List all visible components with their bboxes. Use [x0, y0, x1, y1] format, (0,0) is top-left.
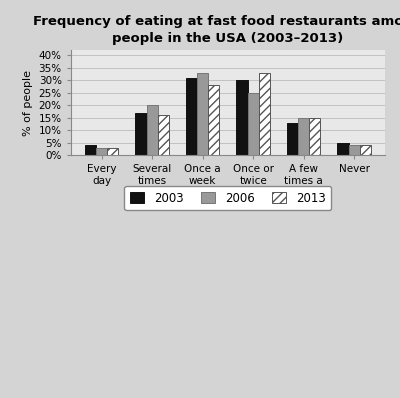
Bar	[208, 85, 219, 156]
Bar	[96, 148, 107, 156]
Bar	[158, 115, 169, 156]
Bar	[197, 73, 208, 156]
Bar	[287, 123, 298, 156]
Bar	[236, 80, 248, 156]
Legend: 2003, 2006, 2013: 2003, 2006, 2013	[124, 186, 332, 211]
Bar	[309, 118, 320, 156]
Bar	[186, 78, 197, 156]
Bar	[146, 105, 158, 156]
Bar	[259, 73, 270, 156]
Bar	[136, 113, 146, 156]
Y-axis label: % of people: % of people	[23, 70, 33, 136]
Bar	[248, 93, 259, 156]
Bar	[348, 145, 360, 156]
Title: Frequency of eating at fast food restaurants among
people in the USA (2003–2013): Frequency of eating at fast food restaur…	[33, 15, 400, 45]
Bar	[337, 143, 348, 156]
Bar	[85, 145, 96, 156]
Bar	[107, 148, 118, 156]
Bar	[360, 145, 371, 156]
Bar	[298, 118, 309, 156]
